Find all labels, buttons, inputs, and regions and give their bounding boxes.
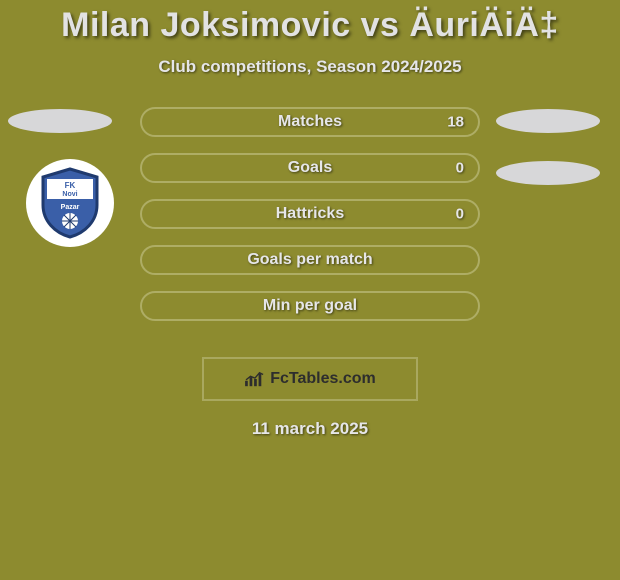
shield-icon: FK Novi Pazar	[39, 167, 101, 239]
bar-chart-icon	[244, 370, 266, 388]
stat-label: Hattricks	[276, 205, 344, 223]
stat-value: 0	[456, 206, 464, 223]
page-title: Milan Joksimovic vs ÄuriÄiÄ‡	[0, 0, 620, 45]
svg-text:Pazar: Pazar	[61, 204, 80, 211]
svg-text:Novi: Novi	[62, 191, 77, 198]
stat-bar-matches: Matches 18	[140, 107, 480, 137]
club-badge: FK Novi Pazar	[26, 159, 114, 247]
stat-label: Min per goal	[263, 297, 357, 315]
content-root: Milan Joksimovic vs ÄuriÄiÄ‡ Club compet…	[0, 0, 620, 580]
stat-value: 0	[456, 160, 464, 177]
page-subtitle: Club competitions, Season 2024/2025	[0, 57, 620, 77]
stat-bars: Matches 18 Goals 0 Hattricks 0 Goals per…	[140, 107, 480, 337]
stat-label: Goals per match	[247, 251, 372, 269]
comparison-area: FK Novi Pazar Matches 18 Goals 0 Hattric…	[0, 109, 620, 349]
stat-label: Goals	[288, 159, 332, 177]
left-player-shape	[8, 109, 112, 133]
svg-text:FK: FK	[65, 181, 76, 190]
brand-box: FcTables.com	[202, 357, 418, 401]
date-text: 11 march 2025	[0, 419, 620, 439]
brand-text: FcTables.com	[270, 370, 376, 388]
stat-bar-hattricks: Hattricks 0	[140, 199, 480, 229]
stat-bar-goals: Goals 0	[140, 153, 480, 183]
stat-bar-min-per-goal: Min per goal	[140, 291, 480, 321]
stat-bar-goals-per-match: Goals per match	[140, 245, 480, 275]
right-player-shape-2	[496, 161, 600, 185]
stat-label: Matches	[278, 113, 342, 131]
right-player-shape-1	[496, 109, 600, 133]
stat-value: 18	[447, 114, 464, 131]
